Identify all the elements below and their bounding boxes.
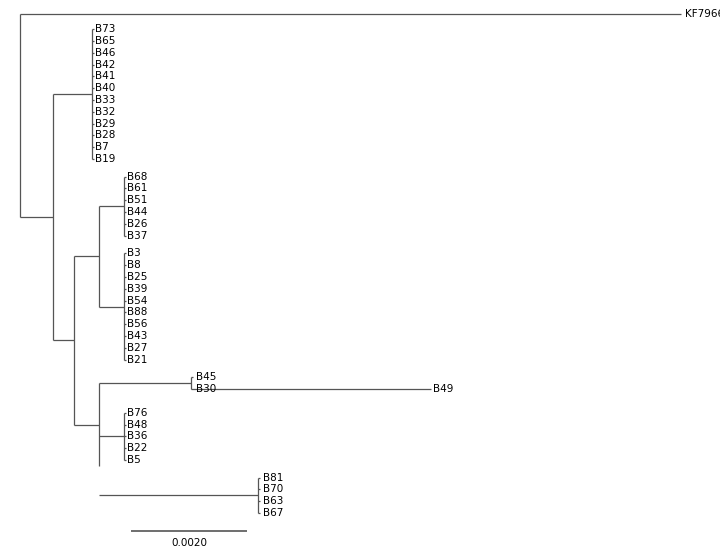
Text: B8: B8 [127, 260, 141, 270]
Text: B56: B56 [127, 319, 148, 329]
Text: B65: B65 [95, 36, 116, 46]
Text: B67: B67 [263, 508, 283, 518]
Text: B45: B45 [196, 372, 216, 382]
Text: B32: B32 [95, 107, 116, 117]
Text: B3: B3 [127, 248, 141, 258]
Text: B39: B39 [127, 284, 148, 294]
Text: B63: B63 [263, 496, 283, 506]
Text: B21: B21 [127, 355, 148, 365]
Text: B44: B44 [127, 207, 148, 217]
Text: B76: B76 [127, 408, 148, 418]
Text: B30: B30 [196, 384, 216, 394]
Text: B28: B28 [95, 130, 116, 140]
Text: B29: B29 [95, 119, 116, 129]
Text: B70: B70 [263, 484, 283, 495]
Text: B25: B25 [127, 272, 148, 282]
Text: B27: B27 [127, 343, 148, 353]
Text: B49: B49 [433, 384, 454, 394]
Text: B42: B42 [95, 59, 116, 70]
Text: B40: B40 [95, 83, 116, 93]
Text: B88: B88 [127, 307, 148, 317]
Text: B41: B41 [95, 71, 116, 81]
Text: B73: B73 [95, 24, 116, 34]
Text: B51: B51 [127, 195, 148, 206]
Text: B22: B22 [127, 443, 148, 453]
Text: B7: B7 [95, 142, 109, 152]
Text: B46: B46 [95, 48, 116, 58]
Text: B26: B26 [127, 219, 148, 229]
Text: B61: B61 [127, 183, 148, 193]
Text: B43: B43 [127, 331, 148, 341]
Text: KF796660 (Mtb): KF796660 (Mtb) [685, 9, 720, 19]
Text: B37: B37 [127, 230, 148, 240]
Text: 0.0020: 0.0020 [171, 538, 207, 548]
Text: B48: B48 [127, 419, 148, 429]
Text: B33: B33 [95, 95, 116, 105]
Text: B19: B19 [95, 154, 116, 164]
Text: B68: B68 [127, 172, 148, 182]
Text: B36: B36 [127, 432, 148, 442]
Text: B5: B5 [127, 455, 141, 465]
Text: B81: B81 [263, 473, 283, 483]
Text: B54: B54 [127, 296, 148, 306]
